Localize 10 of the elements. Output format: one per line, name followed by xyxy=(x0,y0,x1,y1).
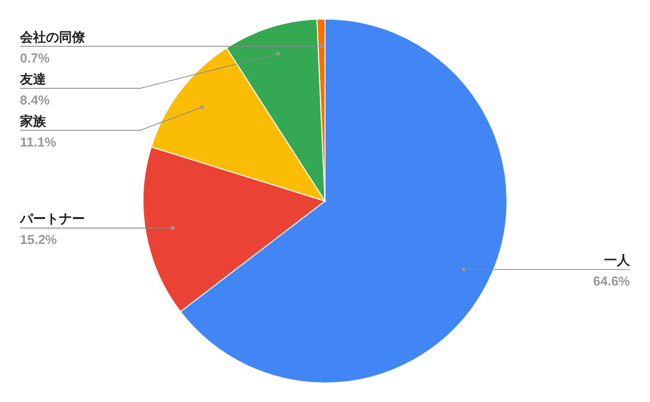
data-label: 11.1% xyxy=(20,134,57,150)
slice-label: 家族 xyxy=(19,113,47,128)
data-label: 8.4% xyxy=(20,92,50,108)
data-label: 64.6% xyxy=(593,273,630,288)
data-label: 0.7% xyxy=(20,50,50,66)
slice-label: 友達 xyxy=(19,71,47,86)
data-label: 15.2% xyxy=(20,232,58,248)
slice-label: 一人 xyxy=(604,252,631,268)
slice-label: 会社の同僚 xyxy=(19,29,86,44)
slice-label: パートナー xyxy=(19,211,85,226)
